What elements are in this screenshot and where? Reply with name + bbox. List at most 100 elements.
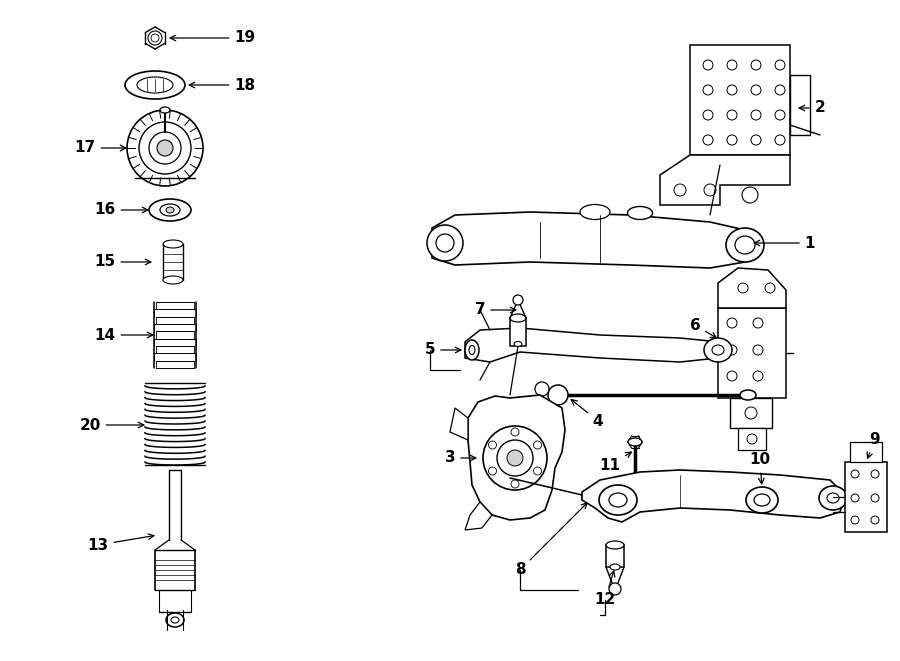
Ellipse shape <box>606 541 624 549</box>
Ellipse shape <box>740 390 756 400</box>
Circle shape <box>751 85 761 95</box>
Polygon shape <box>432 212 755 268</box>
Ellipse shape <box>160 204 180 216</box>
Text: 18: 18 <box>189 77 256 93</box>
Circle shape <box>727 60 737 70</box>
Bar <box>738 428 766 450</box>
Ellipse shape <box>704 338 732 362</box>
Ellipse shape <box>166 613 184 627</box>
Polygon shape <box>582 470 845 522</box>
Circle shape <box>511 428 519 436</box>
Ellipse shape <box>510 314 526 322</box>
Ellipse shape <box>746 487 778 513</box>
Circle shape <box>742 187 758 203</box>
Circle shape <box>703 110 713 120</box>
Ellipse shape <box>628 438 642 446</box>
Circle shape <box>727 110 737 120</box>
Text: 19: 19 <box>170 30 256 46</box>
Circle shape <box>775 85 785 95</box>
Ellipse shape <box>819 486 847 510</box>
Circle shape <box>727 318 737 328</box>
Circle shape <box>775 60 785 70</box>
Ellipse shape <box>599 485 637 515</box>
Bar <box>690 45 790 155</box>
Text: 1: 1 <box>754 235 815 251</box>
Text: 17: 17 <box>75 141 126 155</box>
Ellipse shape <box>125 71 185 99</box>
Circle shape <box>775 110 785 120</box>
Bar <box>606 545 624 567</box>
Ellipse shape <box>630 474 640 480</box>
Ellipse shape <box>163 276 183 284</box>
Circle shape <box>871 494 879 502</box>
Bar <box>790 75 810 135</box>
Circle shape <box>727 135 737 145</box>
Text: 16: 16 <box>94 202 148 217</box>
Ellipse shape <box>827 493 839 503</box>
Text: 4: 4 <box>572 400 603 428</box>
Circle shape <box>703 135 713 145</box>
Text: 2: 2 <box>799 100 825 116</box>
Circle shape <box>751 60 761 70</box>
Circle shape <box>157 140 173 156</box>
Ellipse shape <box>514 342 522 346</box>
Text: 7: 7 <box>474 303 516 317</box>
Circle shape <box>511 480 519 488</box>
Ellipse shape <box>609 493 627 507</box>
Circle shape <box>535 382 549 396</box>
Bar <box>845 462 887 532</box>
Bar <box>850 442 882 462</box>
Ellipse shape <box>166 207 174 213</box>
Circle shape <box>513 295 523 305</box>
Circle shape <box>548 385 568 405</box>
Ellipse shape <box>137 77 173 93</box>
Ellipse shape <box>160 107 170 113</box>
Polygon shape <box>465 502 492 530</box>
Polygon shape <box>450 408 468 440</box>
Circle shape <box>851 470 859 478</box>
Circle shape <box>489 441 497 449</box>
Ellipse shape <box>627 206 652 219</box>
Circle shape <box>507 450 523 466</box>
Circle shape <box>703 85 713 95</box>
Bar <box>510 318 526 346</box>
Circle shape <box>483 426 547 490</box>
Circle shape <box>753 371 763 381</box>
Ellipse shape <box>149 199 191 221</box>
Circle shape <box>727 345 737 355</box>
Circle shape <box>436 234 454 252</box>
Bar <box>718 308 786 398</box>
Text: 5: 5 <box>425 342 461 358</box>
Circle shape <box>765 283 775 293</box>
Circle shape <box>139 122 191 174</box>
Circle shape <box>427 225 463 261</box>
Polygon shape <box>660 155 790 205</box>
Circle shape <box>704 184 716 196</box>
Text: 13: 13 <box>87 534 154 553</box>
Text: 10: 10 <box>750 453 770 484</box>
Circle shape <box>871 470 879 478</box>
Text: 9: 9 <box>867 432 880 458</box>
Circle shape <box>753 318 763 328</box>
Text: 8: 8 <box>515 503 587 578</box>
Circle shape <box>609 583 621 595</box>
Text: 11: 11 <box>599 452 632 473</box>
Text: 3: 3 <box>445 451 476 465</box>
Circle shape <box>753 345 763 355</box>
Circle shape <box>851 516 859 524</box>
Circle shape <box>534 441 542 449</box>
Circle shape <box>534 467 542 475</box>
Circle shape <box>745 407 757 419</box>
Ellipse shape <box>712 345 724 355</box>
Ellipse shape <box>726 228 764 262</box>
Ellipse shape <box>610 564 620 570</box>
Circle shape <box>851 494 859 502</box>
Circle shape <box>489 467 497 475</box>
Ellipse shape <box>754 494 770 506</box>
Circle shape <box>127 110 203 186</box>
Circle shape <box>149 132 181 164</box>
Circle shape <box>871 516 879 524</box>
Ellipse shape <box>469 346 475 354</box>
Polygon shape <box>468 395 565 520</box>
Ellipse shape <box>735 236 755 254</box>
